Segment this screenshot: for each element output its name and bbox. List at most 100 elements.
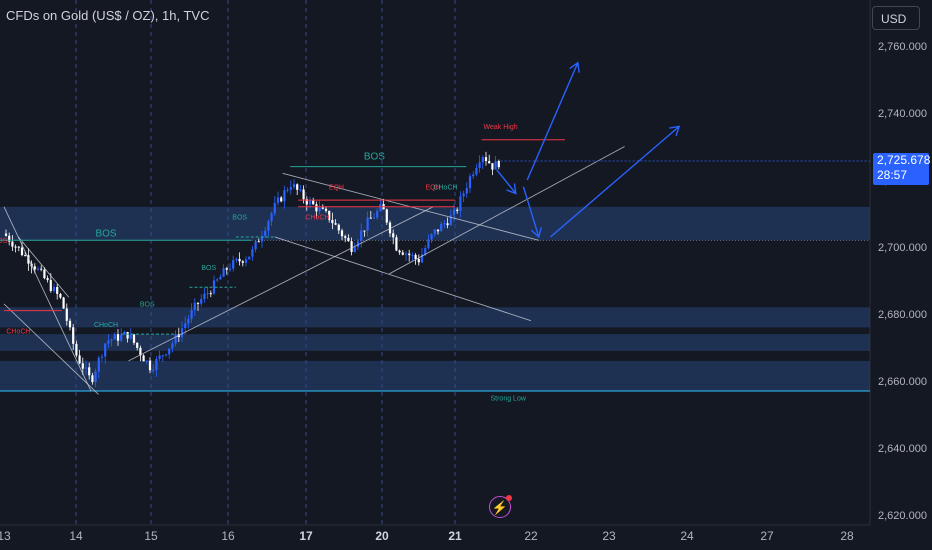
trend-line — [18, 236, 70, 298]
candle-body — [203, 293, 206, 300]
candle-body — [232, 260, 235, 269]
candle-body — [136, 342, 139, 348]
candle-body — [52, 287, 56, 292]
candle-body — [417, 258, 420, 263]
candle-body — [216, 279, 219, 281]
candle-body — [180, 328, 184, 338]
candle-body — [248, 256, 251, 260]
candle-body — [443, 223, 446, 225]
candle-body — [264, 230, 267, 237]
supply-demand-zone — [0, 360, 870, 385]
candle-body — [315, 204, 318, 212]
candle-body — [286, 189, 289, 191]
candle-body — [129, 334, 132, 339]
candle-body — [78, 355, 81, 364]
candle-body — [36, 268, 40, 270]
candle-body — [139, 347, 142, 356]
candle-body — [4, 233, 8, 236]
candles-group — [4, 151, 500, 388]
candle-body — [475, 168, 478, 175]
time-tick-label: 21 — [448, 529, 462, 543]
candle-body — [43, 269, 46, 279]
candle-body — [11, 241, 14, 247]
price-tick-label: 2,620.000 — [878, 510, 927, 522]
supply-demand-zone — [0, 307, 870, 328]
chart-title: CFDs on Gold (US$ / OZ), 1h, TVC — [6, 8, 210, 23]
candle-body — [142, 355, 145, 362]
candle-body — [75, 343, 78, 356]
structure-annotation: BOS — [364, 151, 385, 162]
candle-body — [123, 331, 126, 335]
candle-body — [302, 189, 305, 200]
candle-body — [420, 254, 424, 263]
candle-body — [340, 230, 344, 237]
currency-button[interactable]: USD — [872, 6, 920, 30]
candle-body — [116, 334, 120, 341]
candle-body — [465, 188, 468, 194]
candle-body — [446, 223, 449, 226]
candle-body — [184, 323, 187, 329]
structure-annotation: EQH — [329, 184, 344, 191]
candle-body — [113, 334, 116, 340]
candle-body — [72, 327, 75, 344]
candle-body — [241, 261, 244, 263]
candle-body — [49, 279, 52, 292]
price-tick-label: 2,680.000 — [878, 309, 927, 321]
candle-body — [152, 369, 155, 371]
candle-body — [107, 340, 110, 344]
price-tick-label: 2,640.000 — [878, 443, 927, 455]
candle-body — [430, 234, 433, 240]
candle-body — [408, 253, 411, 256]
candle-body — [126, 331, 129, 339]
candle-body — [94, 371, 97, 383]
structure-annotation: CHoCH — [433, 184, 457, 191]
candle-body — [104, 343, 107, 357]
candle-body — [155, 358, 158, 370]
candle-body — [308, 200, 312, 205]
candle-body — [491, 163, 494, 170]
structure-annotation: EQH — [426, 184, 441, 191]
projection-arrow — [496, 169, 517, 194]
candle-body — [62, 297, 65, 309]
lightning-bolt-icon[interactable]: ⚡ — [489, 495, 512, 518]
candle-body — [292, 184, 296, 188]
structure-annotation: BOS — [232, 215, 247, 222]
time-tick-label: 24 — [680, 529, 694, 543]
structure-annotation: BOS — [140, 302, 155, 309]
candle-body — [321, 207, 324, 209]
candle-body — [110, 339, 113, 341]
candle-body — [395, 237, 398, 251]
candle-body — [472, 174, 475, 177]
candle-body — [24, 255, 27, 257]
candle-body — [65, 308, 68, 321]
structure-annotation: CHoCH — [94, 322, 118, 329]
candle-body — [462, 193, 465, 197]
candle-body — [324, 208, 328, 211]
candle-body — [344, 236, 347, 238]
candle-body — [289, 187, 292, 190]
candle-body — [312, 200, 315, 205]
last-price-value: 2,725.678 — [877, 152, 931, 167]
candle-body — [497, 160, 500, 168]
time-tick-label: 16 — [221, 529, 235, 543]
bar-countdown: 28:57 — [877, 167, 908, 182]
candle-body — [257, 241, 260, 243]
candle-body — [376, 210, 379, 218]
candle-body — [164, 354, 168, 356]
structure-annotation: BOS — [201, 265, 216, 272]
candle-body — [360, 230, 363, 242]
candle-body — [449, 215, 452, 226]
candle-body — [196, 302, 200, 304]
candle-body — [88, 367, 91, 376]
candle-body — [206, 293, 209, 295]
candle-body — [260, 236, 264, 242]
candle-body — [411, 254, 414, 256]
candle-body — [424, 248, 427, 255]
candle-body — [219, 276, 222, 280]
candle-body — [132, 334, 136, 343]
time-tick-label: 13 — [0, 529, 11, 543]
candle-body — [299, 189, 302, 191]
candle-body — [456, 209, 459, 211]
